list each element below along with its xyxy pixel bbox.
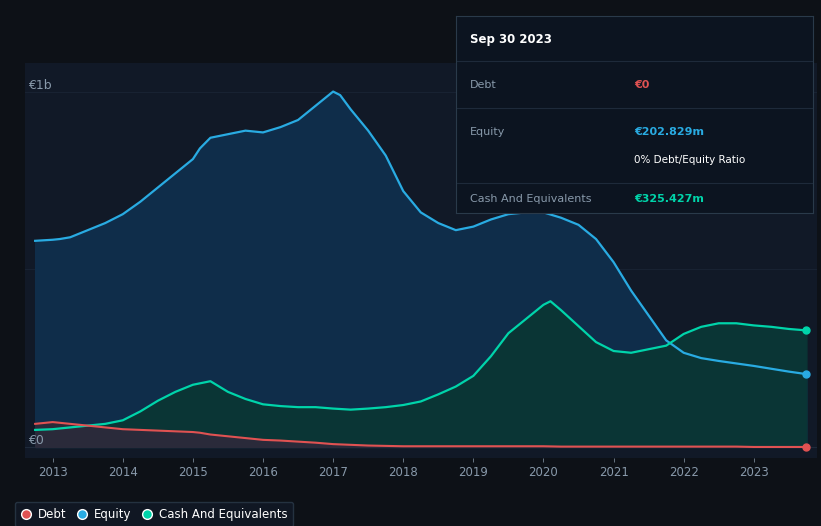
Text: Cash And Equivalents: Cash And Equivalents: [470, 194, 591, 204]
Text: €202.829m: €202.829m: [635, 127, 704, 137]
Text: €1b: €1b: [28, 78, 52, 92]
Text: Equity: Equity: [470, 127, 505, 137]
Text: Debt: Debt: [470, 80, 497, 90]
Text: 0% Debt/Equity Ratio: 0% Debt/Equity Ratio: [635, 155, 745, 165]
Text: €0: €0: [635, 80, 649, 90]
Text: Sep 30 2023: Sep 30 2023: [470, 33, 552, 46]
Legend: Debt, Equity, Cash And Equivalents: Debt, Equity, Cash And Equivalents: [15, 502, 293, 526]
Text: €325.427m: €325.427m: [635, 194, 704, 204]
Text: €0: €0: [28, 434, 44, 447]
